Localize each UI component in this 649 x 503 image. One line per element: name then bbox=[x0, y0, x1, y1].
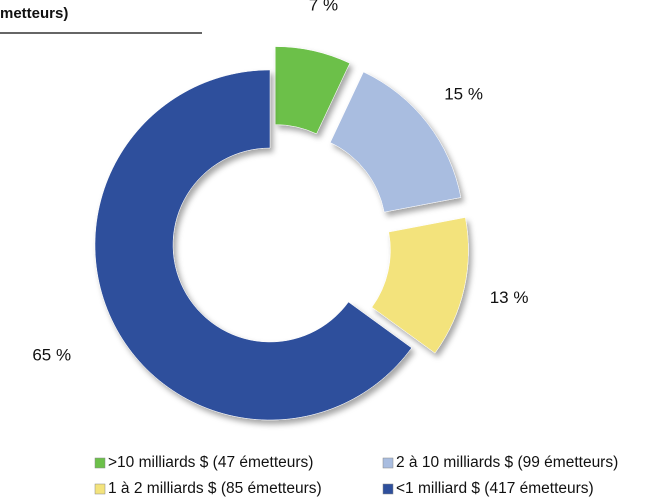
data-label: 13 % bbox=[490, 288, 529, 307]
legend-label: >10 milliards $ (47 émetteurs) bbox=[108, 454, 313, 471]
legend-label: 1 à 2 milliards $ (85 émetteurs) bbox=[108, 480, 322, 497]
legend-label: 2 à 10 milliards $ (99 émetteurs) bbox=[396, 454, 618, 471]
data-label: 7 % bbox=[309, 0, 338, 14]
legend-swatch bbox=[94, 483, 106, 495]
legend-swatch bbox=[382, 457, 394, 469]
chart-title: metteurs) bbox=[0, 5, 68, 22]
data-label: 15 % bbox=[444, 84, 483, 103]
legend-label: <1 milliard $ (417 émetteurs) bbox=[396, 480, 594, 497]
donut-segment bbox=[329, 71, 462, 213]
legend-swatch bbox=[382, 483, 394, 495]
legend-swatch bbox=[94, 457, 106, 469]
donut-segment bbox=[371, 217, 469, 354]
data-label: 65 % bbox=[32, 346, 71, 365]
donut-segment bbox=[94, 69, 412, 421]
donut-segment bbox=[274, 46, 351, 135]
